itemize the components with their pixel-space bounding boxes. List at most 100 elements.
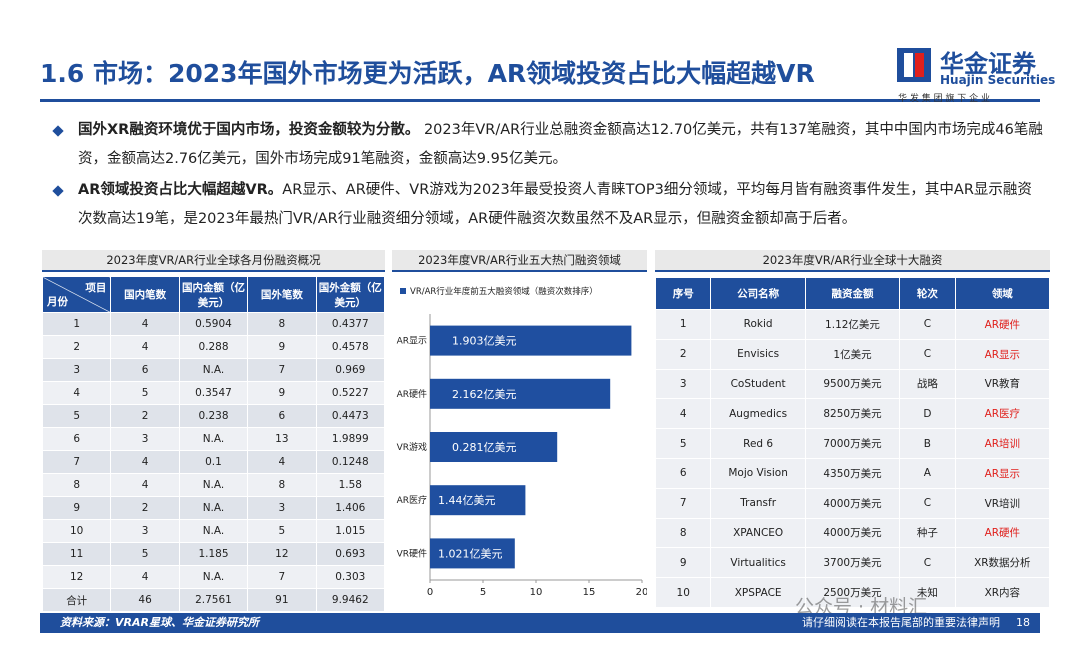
chart-panel: 2023年度VR/AR行业五大热门融资领域 VR/AR行业年度前五大融资领域（融… bbox=[392, 250, 648, 610]
row: 6 Mojo Vision 4350万美元 A AR显示 bbox=[654, 457, 1051, 489]
notice: 请仔细阅读在本报告尾部的重要法律声明 bbox=[802, 616, 1000, 629]
y-tick-label: VR硬件 bbox=[397, 547, 427, 559]
cell: 5 bbox=[247, 519, 317, 543]
cell: 1.12亿美元 bbox=[804, 309, 901, 340]
cell: 6 bbox=[41, 427, 112, 451]
cell: 3 bbox=[41, 358, 112, 382]
cell: AR硬件 bbox=[954, 517, 1051, 549]
cell: AR显示 bbox=[954, 338, 1051, 370]
cell: 4 bbox=[110, 473, 180, 497]
logo-en: Huajin Securities bbox=[940, 73, 1056, 87]
logo-sub: 华 发 集 团 旗 下 企 业 bbox=[898, 94, 991, 104]
row: 6 3 N.A. 13 1.9899 bbox=[41, 427, 386, 451]
cell: B bbox=[899, 428, 956, 459]
column-header: 轮次 bbox=[899, 277, 956, 310]
bullet: 国外XR融资环境优于国内市场，投资金额较为分散。 2023年VR/AR行业总融资… bbox=[42, 116, 1045, 174]
row: 10 3 N.A. 5 1.015 bbox=[41, 519, 386, 543]
cell: 0.4578 bbox=[315, 335, 386, 359]
cell: 0.1 bbox=[178, 450, 249, 474]
row: 12 4 N.A. 7 0.303 bbox=[41, 565, 386, 589]
cell: 种子 bbox=[899, 517, 956, 549]
x-tick-label: 0 bbox=[427, 587, 433, 598]
row: 4 Augmedics 8250万美元 D AR医疗 bbox=[654, 398, 1051, 430]
cell: 2 bbox=[41, 335, 112, 359]
cell: 2.7561 bbox=[178, 588, 249, 612]
row: 4 5 0.3547 9 0.5227 bbox=[41, 381, 386, 405]
cell: 2 bbox=[110, 496, 180, 520]
row: 9 Virtualitics 3700万美元 C XR数据分析 bbox=[654, 547, 1051, 579]
cell: 0.288 bbox=[178, 335, 249, 359]
cell: 7 bbox=[247, 358, 317, 382]
cell: N.A. bbox=[178, 473, 249, 497]
cell: Rokid bbox=[710, 309, 806, 340]
x-tick-label: 15 bbox=[583, 587, 596, 598]
x-tick-label: 5 bbox=[480, 587, 486, 598]
bar bbox=[430, 378, 611, 409]
header-row: 项目 月份 国内笔数 国内金额（亿美元） 国外笔数 国外金额（亿美元） bbox=[41, 276, 386, 313]
cell: CoStudent bbox=[710, 368, 806, 400]
cell: 6 bbox=[110, 358, 180, 382]
cell: 3 bbox=[247, 496, 317, 520]
cell: Mojo Vision bbox=[710, 457, 806, 489]
cell: Red 6 bbox=[710, 428, 806, 459]
cell: AR显示 bbox=[954, 457, 1051, 489]
monthly-table: 项目 月份 国内笔数 国内金额（亿美元） 国外笔数 国外金额（亿美元） 1 4 0.590… bbox=[41, 276, 386, 612]
legend-label: VR/AR行业年度前五大融资领域（融资次数排序） bbox=[410, 286, 598, 297]
cell: XPSPACE bbox=[710, 577, 806, 608]
row: 9 2 N.A. 3 1.406 bbox=[41, 496, 386, 520]
row: 8 XPANCEO 4000万美元 种子 AR硬件 bbox=[654, 517, 1051, 549]
cell: C bbox=[899, 309, 956, 340]
row: 1 Rokid 1.12亿美元 C AR硬件 bbox=[654, 309, 1051, 340]
cell: C bbox=[899, 338, 956, 370]
cell: 0.3547 bbox=[178, 381, 249, 405]
cell: 0.4473 bbox=[315, 404, 386, 428]
bar bbox=[430, 538, 515, 569]
cell: 8 bbox=[41, 473, 112, 497]
bar-annotation: 1.021亿美元 bbox=[438, 547, 503, 560]
cell: N.A. bbox=[178, 427, 249, 451]
cell: 1.406 bbox=[315, 496, 386, 520]
cell: 11 bbox=[41, 542, 112, 566]
cell: 8250万美元 bbox=[804, 398, 901, 430]
cell: 1亿美元 bbox=[804, 338, 901, 370]
cell: 8 bbox=[654, 517, 712, 549]
cell: 91 bbox=[247, 588, 317, 612]
cell: Transfr bbox=[710, 487, 806, 519]
cell: 7 bbox=[247, 565, 317, 589]
column-header: 融资金额 bbox=[804, 277, 901, 310]
cell: 4 bbox=[654, 398, 712, 430]
bar-annotation: 0.281亿美元 bbox=[452, 441, 517, 454]
cell: N.A. bbox=[178, 496, 249, 520]
y-tick-label: AR医疗 bbox=[397, 494, 427, 506]
cell: 未知 bbox=[899, 577, 956, 608]
cell: 9 bbox=[654, 547, 712, 579]
cell: 0.5227 bbox=[315, 381, 386, 405]
column-header: 公司名称 bbox=[710, 277, 806, 310]
cell: XPANCEO bbox=[710, 517, 806, 549]
bar-annotation: 2.162亿美元 bbox=[452, 388, 517, 401]
bar bbox=[430, 325, 632, 356]
cell: XR数据分析 bbox=[954, 547, 1051, 579]
cell: 2 bbox=[110, 404, 180, 428]
row: 2 Envisics 1亿美元 C AR显示 bbox=[654, 338, 1051, 370]
cell: N.A. bbox=[178, 358, 249, 382]
bullets: 国外XR融资环境优于国内市场，投资金额较为分散。 2023年VR/AR行业总融资… bbox=[42, 116, 1045, 242]
bullet-bold: 国外XR融资环境优于国内市场，投资金额较为分散。 bbox=[78, 122, 420, 138]
cell: VR教育 bbox=[954, 368, 1051, 400]
cell: 12 bbox=[41, 565, 112, 589]
column-header: 国内笔数 bbox=[110, 276, 180, 313]
logo-name: 华金证券 bbox=[940, 50, 1036, 78]
cell: 4 bbox=[110, 312, 180, 336]
column-header: 国外笔数 bbox=[247, 276, 317, 313]
cell: 0.238 bbox=[178, 404, 249, 428]
cell: 12 bbox=[247, 542, 317, 566]
bullet-icon bbox=[52, 185, 64, 197]
row: 2 4 0.288 9 0.4578 bbox=[41, 335, 386, 359]
cell: 9500万美元 bbox=[804, 368, 901, 400]
cell: AR硬件 bbox=[954, 309, 1051, 340]
slide-title: 1.6 市场：2023年国外市场更为活跃，AR领域投资占比大幅超越VR bbox=[40, 59, 815, 88]
logo-icon bbox=[897, 48, 931, 82]
cell: 4000万美元 bbox=[804, 517, 901, 549]
cell: 5 bbox=[110, 542, 180, 566]
row: 5 2 0.238 6 0.4473 bbox=[41, 404, 386, 428]
